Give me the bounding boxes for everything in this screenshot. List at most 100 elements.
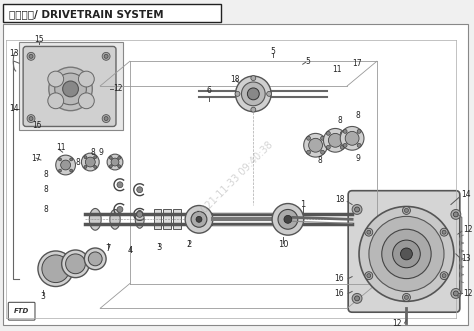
Circle shape xyxy=(88,252,102,266)
Circle shape xyxy=(402,207,410,214)
Circle shape xyxy=(365,272,373,280)
Circle shape xyxy=(304,133,328,157)
Text: 11: 11 xyxy=(332,65,342,74)
Circle shape xyxy=(29,54,33,58)
Circle shape xyxy=(343,143,347,147)
Circle shape xyxy=(117,182,123,188)
FancyBboxPatch shape xyxy=(3,4,221,22)
Circle shape xyxy=(320,150,325,154)
Circle shape xyxy=(79,93,94,109)
Circle shape xyxy=(247,88,259,100)
Circle shape xyxy=(55,73,86,105)
Text: 3: 3 xyxy=(40,292,46,301)
Text: FTD: FTD xyxy=(14,308,29,314)
Circle shape xyxy=(345,131,359,145)
Circle shape xyxy=(404,209,409,213)
Circle shape xyxy=(328,133,342,147)
Text: 17: 17 xyxy=(31,154,41,163)
Text: 9: 9 xyxy=(98,148,103,157)
Bar xyxy=(154,210,162,229)
Ellipse shape xyxy=(135,211,144,228)
Circle shape xyxy=(42,255,70,283)
Circle shape xyxy=(323,128,347,152)
Circle shape xyxy=(357,129,361,133)
Circle shape xyxy=(320,136,325,140)
Text: 2: 2 xyxy=(186,240,191,249)
Circle shape xyxy=(401,248,412,260)
Bar xyxy=(164,210,171,229)
Text: 8: 8 xyxy=(337,116,342,125)
Circle shape xyxy=(70,169,73,172)
Circle shape xyxy=(85,157,95,167)
FancyBboxPatch shape xyxy=(23,46,116,126)
Circle shape xyxy=(63,81,79,97)
FancyBboxPatch shape xyxy=(348,191,460,312)
Text: 6: 6 xyxy=(206,86,211,95)
Circle shape xyxy=(118,156,121,159)
Circle shape xyxy=(56,155,75,175)
Circle shape xyxy=(29,117,33,120)
Bar xyxy=(173,210,181,229)
Text: 2021-11-33 09:40:38: 2021-11-33 09:40:38 xyxy=(196,140,275,220)
Circle shape xyxy=(284,215,292,223)
Text: 17: 17 xyxy=(352,59,362,68)
Circle shape xyxy=(102,115,110,122)
Circle shape xyxy=(27,52,35,60)
Circle shape xyxy=(241,82,265,106)
Circle shape xyxy=(355,207,359,212)
Text: 8: 8 xyxy=(91,148,95,157)
Text: 8: 8 xyxy=(44,170,49,179)
Text: 13: 13 xyxy=(461,254,470,263)
Circle shape xyxy=(235,91,240,96)
Text: 12: 12 xyxy=(392,318,401,328)
Circle shape xyxy=(49,67,92,111)
Circle shape xyxy=(191,212,207,227)
Circle shape xyxy=(84,166,87,168)
Circle shape xyxy=(327,145,330,149)
Circle shape xyxy=(451,289,461,298)
Circle shape xyxy=(48,93,64,109)
Text: 5: 5 xyxy=(305,57,310,66)
Circle shape xyxy=(48,71,64,87)
FancyBboxPatch shape xyxy=(9,302,35,320)
Circle shape xyxy=(355,296,359,301)
Circle shape xyxy=(307,136,310,140)
Circle shape xyxy=(365,228,373,236)
Circle shape xyxy=(352,294,362,303)
Circle shape xyxy=(84,156,87,159)
Circle shape xyxy=(70,158,73,161)
Circle shape xyxy=(107,154,123,170)
Text: 5: 5 xyxy=(271,47,275,56)
Text: 12: 12 xyxy=(463,289,472,298)
Text: 8: 8 xyxy=(44,205,49,214)
Circle shape xyxy=(440,228,448,236)
Text: 8: 8 xyxy=(318,156,322,165)
Circle shape xyxy=(62,250,89,278)
Circle shape xyxy=(440,272,448,280)
Circle shape xyxy=(392,240,420,268)
Text: 18: 18 xyxy=(230,74,239,83)
Circle shape xyxy=(117,207,123,213)
Circle shape xyxy=(118,165,121,168)
Circle shape xyxy=(367,274,371,278)
Text: 10: 10 xyxy=(278,240,288,249)
Circle shape xyxy=(109,156,112,159)
Text: 4: 4 xyxy=(127,247,132,256)
Text: 9: 9 xyxy=(355,154,360,163)
Circle shape xyxy=(382,229,431,279)
Circle shape xyxy=(442,274,446,278)
Circle shape xyxy=(367,230,371,234)
Text: 8: 8 xyxy=(355,111,360,120)
Text: 1: 1 xyxy=(300,200,305,209)
Circle shape xyxy=(61,160,71,170)
Circle shape xyxy=(451,210,461,219)
Circle shape xyxy=(340,126,364,150)
Text: 传动系统/ DRIVETRAIN SYSTEM: 传动系统/ DRIVETRAIN SYSTEM xyxy=(9,9,164,19)
Circle shape xyxy=(272,204,304,235)
Text: 3: 3 xyxy=(157,243,162,252)
Circle shape xyxy=(79,71,94,87)
Ellipse shape xyxy=(89,209,101,230)
Circle shape xyxy=(104,117,108,120)
Circle shape xyxy=(109,165,112,168)
Circle shape xyxy=(38,251,73,287)
